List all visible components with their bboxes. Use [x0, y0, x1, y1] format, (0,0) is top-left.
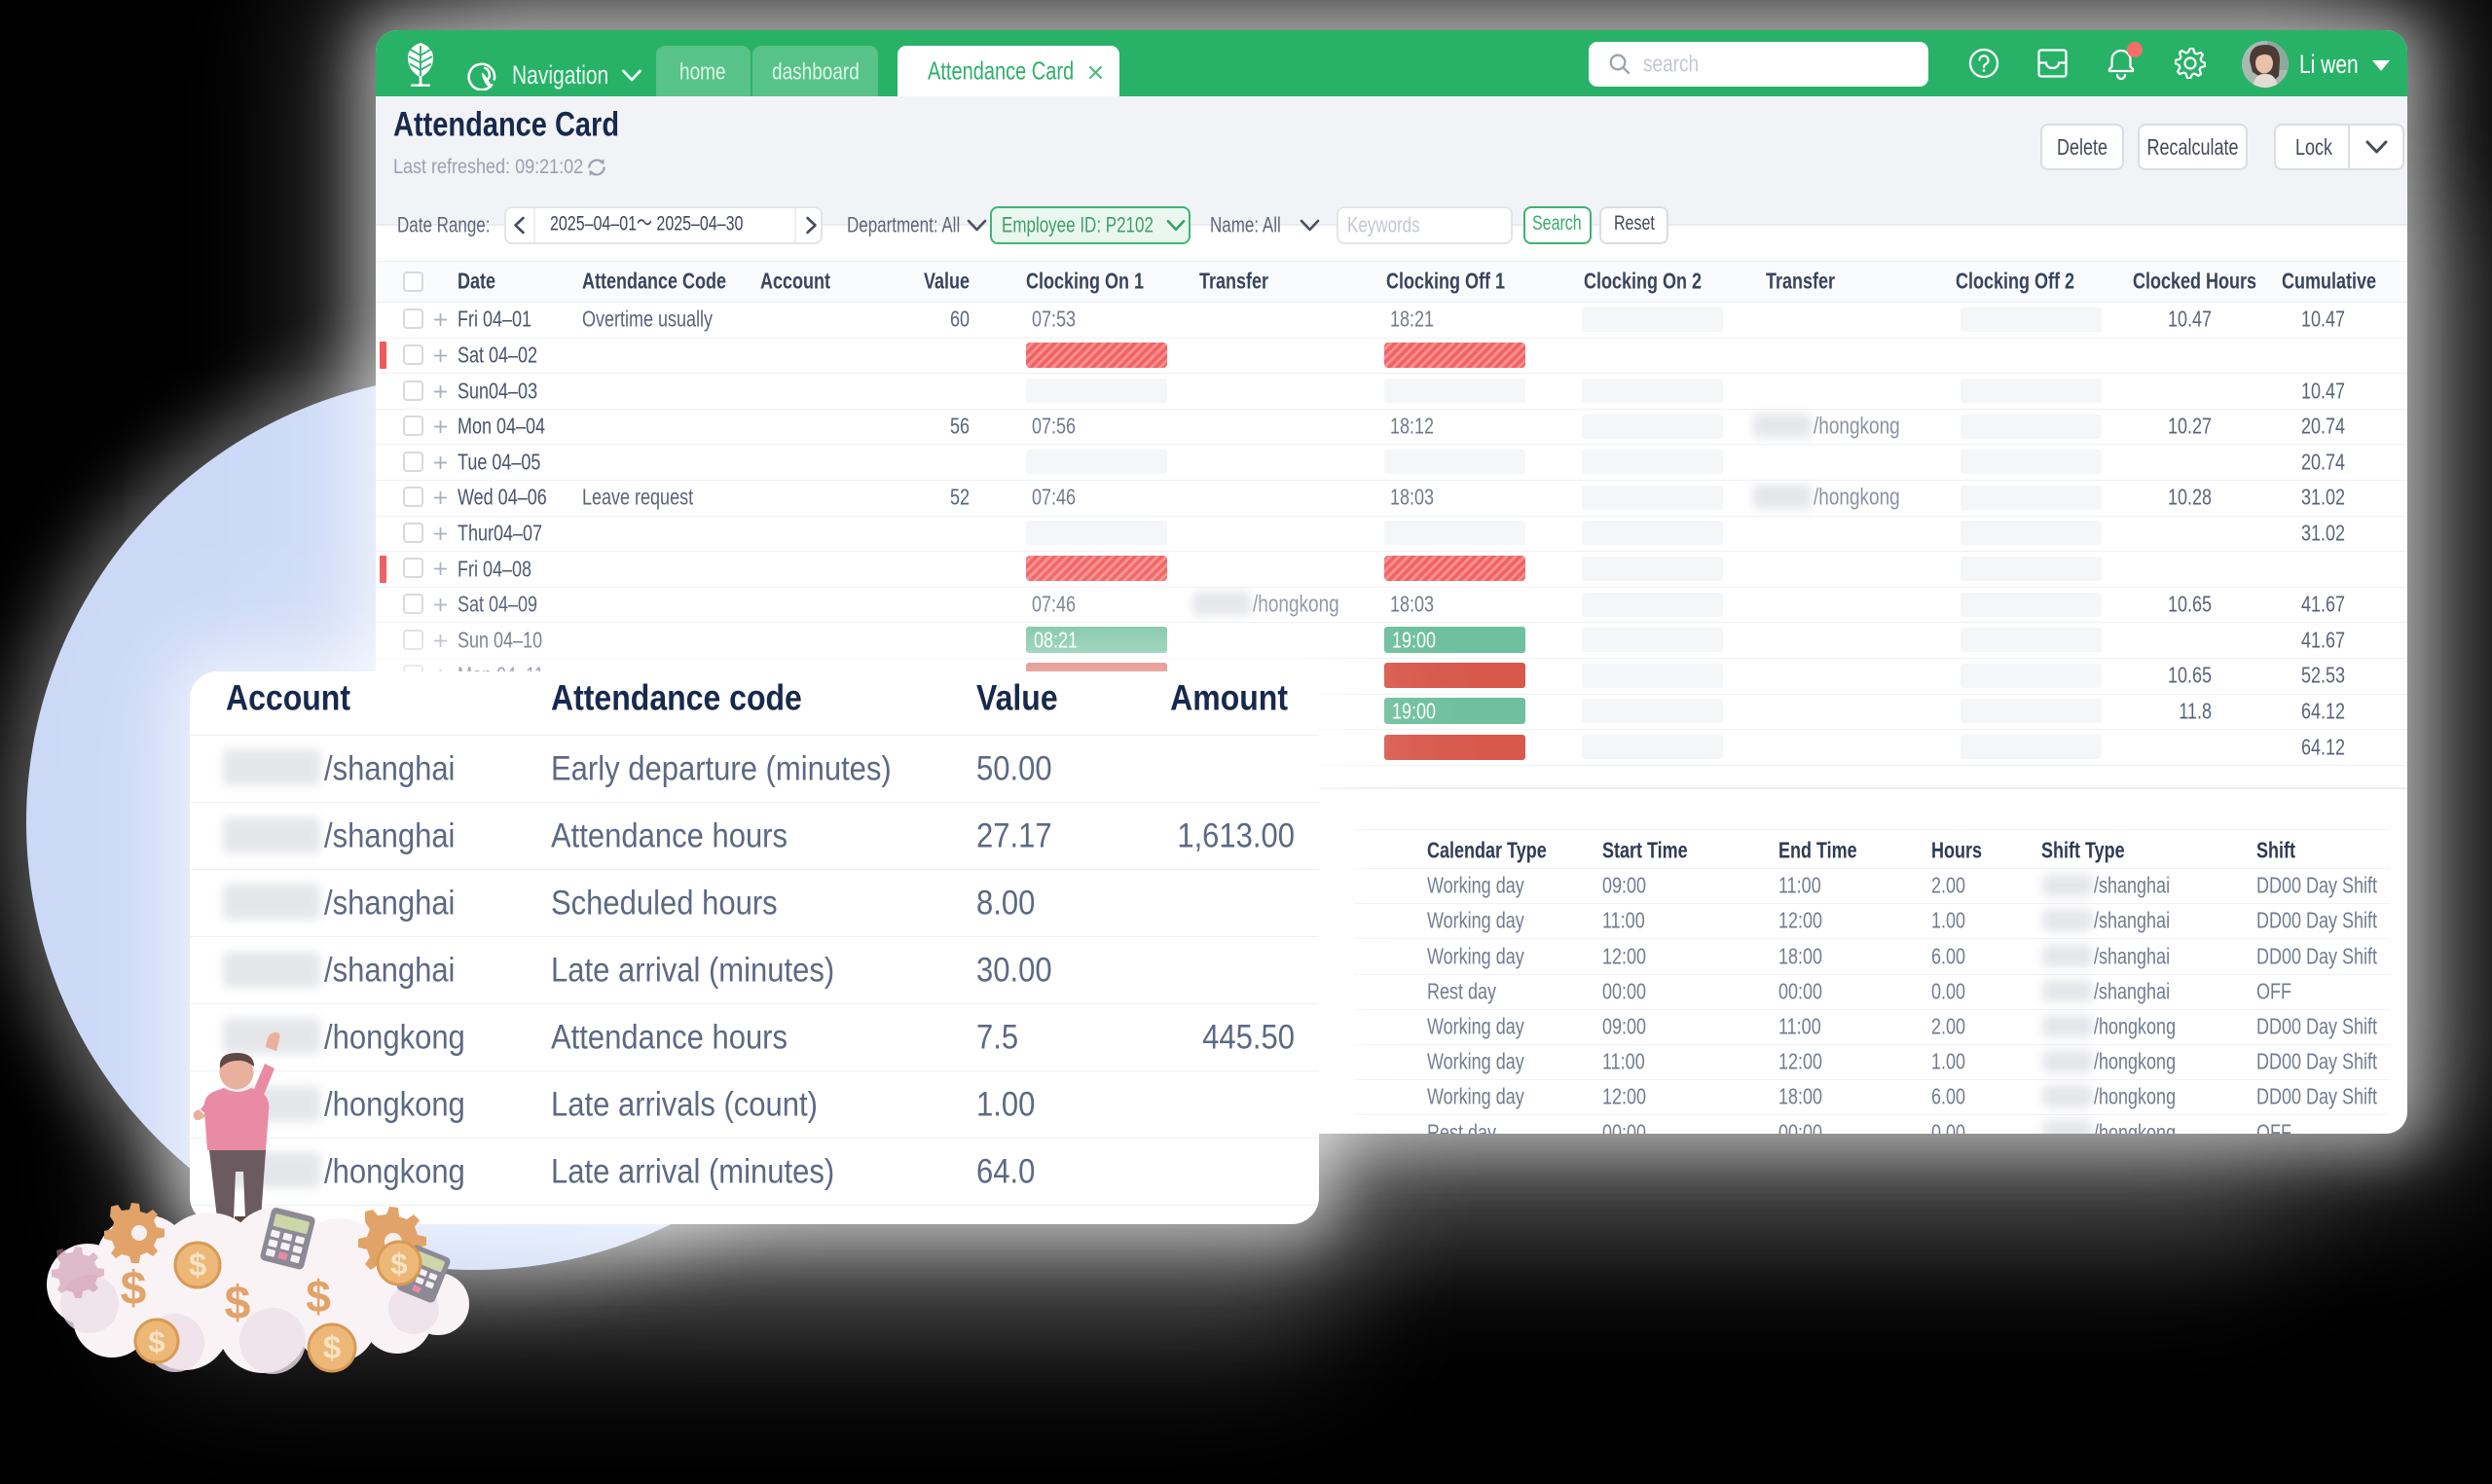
svg-text:$: $ — [306, 1271, 331, 1321]
svg-text:$: $ — [225, 1278, 251, 1329]
svg-text:$: $ — [323, 1329, 341, 1365]
svg-text:$: $ — [121, 1263, 147, 1315]
svg-text:$: $ — [148, 1324, 165, 1358]
svg-text:$: $ — [390, 1247, 407, 1281]
svg-text:$: $ — [189, 1247, 206, 1283]
